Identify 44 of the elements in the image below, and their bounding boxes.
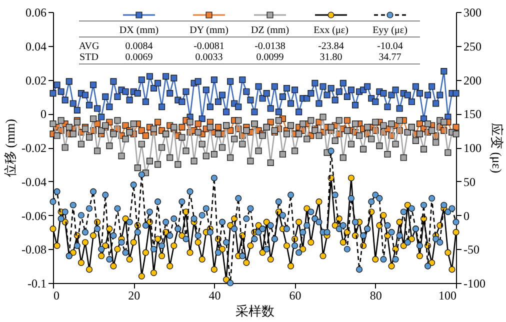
y2-tick-label: 200: [464, 73, 482, 88]
x-tick-label: 20: [128, 288, 140, 302]
legend-label: Eyy (με): [372, 25, 408, 36]
annotation: 0.0084: [125, 41, 153, 52]
y2-tick-label: 300: [464, 6, 482, 20]
y-axis-title: 位移 (mm): [2, 118, 18, 178]
y-tick-label: -0.04: [22, 174, 46, 189]
annotation: STD: [80, 52, 98, 63]
x-tick-label: 100: [438, 288, 456, 302]
annotation: AVG: [78, 41, 100, 52]
y-tick-label: -0.1: [28, 276, 46, 290]
annotation: -0.0138: [254, 41, 286, 52]
y-tick-label: -0.06: [22, 208, 46, 223]
y-tick-label: 0.06: [26, 6, 46, 20]
y2-tick-label: 100: [464, 141, 482, 155]
y2-tick-label: -100: [464, 276, 486, 290]
y-tick-label: 0.02: [26, 73, 46, 88]
legend-label: DY (mm): [190, 25, 228, 36]
y2-tick-label: 0: [464, 208, 470, 223]
x-tick-label: 0: [54, 288, 60, 302]
y2-tick-label: 250: [464, 39, 482, 54]
x-tick-label: 60: [289, 288, 302, 302]
y2-tick-label: -50: [464, 242, 480, 257]
legend-label: Exx (με): [314, 25, 348, 36]
x-axis-title: 采样数: [236, 304, 274, 318]
y-tick-label: -0.08: [22, 242, 46, 257]
annotation: 34.77: [378, 52, 402, 63]
annotation: 31.80: [320, 52, 342, 63]
annotation: 0.0099: [256, 52, 284, 63]
annotation: 0.0033: [195, 52, 223, 63]
annotation: 0.0069: [125, 52, 153, 63]
y-tick-label: 0: [40, 107, 46, 122]
legend-label: DX (mm): [119, 25, 159, 36]
y2-tick-label: 150: [464, 107, 482, 122]
y-tick-label: 0.04: [26, 39, 46, 54]
y2-axis-title: 应变 (με): [489, 122, 504, 174]
legend-label: DZ (mm): [250, 25, 290, 36]
x-tick-label: 40: [208, 288, 221, 302]
x-tick-label: 80: [370, 288, 382, 302]
y2-tick-label: 50: [464, 174, 476, 189]
y-tick-label: -0.02: [22, 141, 46, 155]
annotation: -0.0081: [194, 41, 224, 52]
annotation: -23.84: [318, 41, 344, 52]
annotation: -10.04: [377, 41, 403, 52]
